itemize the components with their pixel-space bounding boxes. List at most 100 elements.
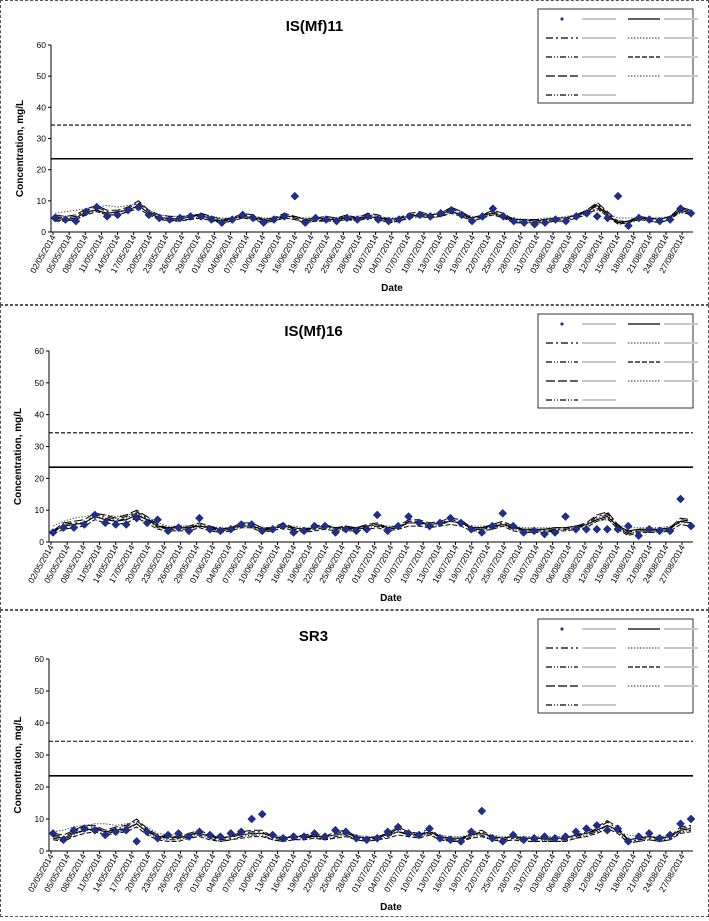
data-point xyxy=(373,215,383,224)
data-point xyxy=(655,833,664,843)
data-point xyxy=(477,528,487,537)
data-point xyxy=(508,830,518,840)
data-point xyxy=(205,830,215,840)
data-point xyxy=(686,814,696,824)
data-point xyxy=(487,521,497,531)
data-point xyxy=(425,824,434,833)
data-point xyxy=(498,212,508,221)
data-point xyxy=(655,216,665,226)
chart-panel-3: SR3 0 10 20 30 40 50 60 Concentration, mg/L 02/05… xyxy=(0,610,709,917)
data-point xyxy=(665,830,675,840)
data-point xyxy=(519,218,529,228)
data-point xyxy=(634,832,644,841)
legend-entry-illegible xyxy=(664,685,698,687)
data-point xyxy=(446,513,455,523)
data-point xyxy=(519,528,529,537)
x-axis-label: Date xyxy=(380,593,402,604)
data-point xyxy=(561,832,570,841)
legend-entry-illegible xyxy=(664,56,698,58)
data-point xyxy=(154,213,164,223)
legend-entry-illegible xyxy=(582,342,616,344)
data-point xyxy=(393,521,403,531)
data-point xyxy=(384,216,393,226)
data-point xyxy=(248,213,258,223)
legend-entry-illegible xyxy=(582,685,616,687)
data-point xyxy=(383,526,393,536)
legend-entry-illegible xyxy=(664,37,698,39)
data-point xyxy=(236,827,246,837)
data-point xyxy=(174,829,183,838)
data-point xyxy=(132,513,142,523)
data-point xyxy=(467,216,477,226)
data-point xyxy=(655,526,664,536)
data-point xyxy=(311,213,321,223)
y-tick-label: 60 xyxy=(35,654,45,664)
legend-marker xyxy=(560,627,564,631)
data-point xyxy=(529,833,539,843)
data-point xyxy=(320,521,330,531)
data-point xyxy=(467,827,476,837)
data-point xyxy=(561,216,571,226)
data-point xyxy=(332,216,341,226)
data-point xyxy=(268,830,277,840)
data-point xyxy=(582,208,592,218)
data-point xyxy=(59,523,68,533)
legend-marker xyxy=(560,17,564,21)
data-point xyxy=(676,204,685,213)
data-point xyxy=(217,218,227,228)
data-point xyxy=(351,833,361,843)
chart-svg-2: IS(Mf)16 0 10 20 30 40 50 60 Concentration, mg/L… xyxy=(13,313,698,604)
data-point xyxy=(540,529,549,539)
data-point xyxy=(69,523,79,533)
series-line-3 xyxy=(52,512,691,529)
legend xyxy=(537,313,698,409)
data-point xyxy=(383,827,393,837)
data-point xyxy=(81,207,91,217)
data-point xyxy=(665,215,675,224)
data-point xyxy=(215,832,225,841)
legend-entry-illegible xyxy=(664,361,698,363)
data-point xyxy=(247,814,257,824)
data-point xyxy=(477,806,487,816)
data-point xyxy=(195,513,204,523)
data-point xyxy=(478,212,487,221)
legend-entry-illegible xyxy=(582,704,616,706)
data-point xyxy=(153,515,162,525)
data-point xyxy=(50,213,60,223)
legend-entry-illegible xyxy=(582,323,616,325)
data-point xyxy=(205,524,215,534)
data-point xyxy=(175,213,185,223)
y-tick-label: 60 xyxy=(35,346,45,356)
data-point xyxy=(247,520,257,529)
data-point xyxy=(289,832,298,841)
data-point xyxy=(363,212,373,221)
data-point xyxy=(236,520,246,529)
data-point xyxy=(665,526,675,536)
legend-entry-illegible xyxy=(664,647,698,649)
data-point xyxy=(613,524,623,534)
data-point xyxy=(540,218,550,228)
legend-entry-illegible xyxy=(582,399,616,401)
data-point xyxy=(331,825,340,835)
y-tick-label: 20 xyxy=(37,165,47,175)
series-line-2 xyxy=(52,819,692,842)
data-point xyxy=(48,829,58,838)
data-point xyxy=(331,528,340,537)
data-point xyxy=(341,524,351,534)
data-point xyxy=(456,518,466,528)
data-point xyxy=(498,508,508,518)
data-point xyxy=(435,833,445,843)
data-point xyxy=(142,827,152,837)
legend-entry-illegible xyxy=(664,75,698,77)
y-tick-label: 20 xyxy=(35,782,45,792)
data-point xyxy=(341,827,351,837)
data-point xyxy=(467,524,476,534)
data-point xyxy=(592,524,602,534)
data-point xyxy=(415,210,425,220)
legend-entry-illegible xyxy=(582,56,616,58)
data-point xyxy=(425,521,434,531)
data-point xyxy=(90,510,100,520)
y-tick-label: 50 xyxy=(35,378,45,388)
data-point xyxy=(80,824,89,833)
data-point xyxy=(644,215,654,224)
